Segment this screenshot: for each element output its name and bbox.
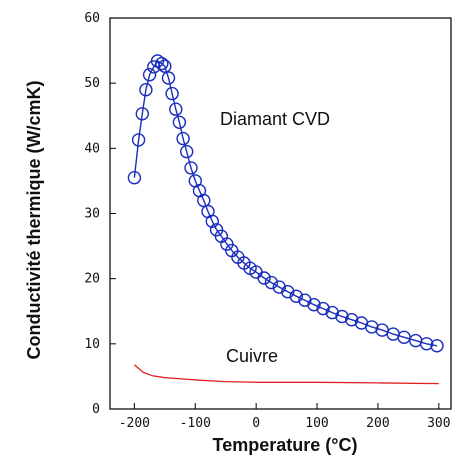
series-label-cuivre: Cuivre	[226, 346, 278, 366]
x-tick-label: 0	[252, 416, 260, 431]
data-point	[257, 271, 271, 285]
y-tick-label: 10	[84, 337, 100, 352]
y-axis-label: Conductivité thermique (W/cmK)	[24, 80, 44, 359]
y-tick-label: 60	[84, 11, 100, 26]
data-point	[176, 131, 190, 146]
y-tick-label: 0	[92, 402, 100, 417]
data-point	[307, 298, 321, 312]
data-point	[345, 313, 359, 327]
y-tick-label: 40	[84, 141, 100, 156]
data-point	[430, 339, 444, 353]
data-point	[165, 86, 179, 101]
data-point	[205, 214, 220, 229]
x-tick-label: -200	[119, 416, 150, 431]
data-point	[142, 67, 157, 82]
data-point	[316, 301, 330, 316]
x-tick-label: 100	[305, 416, 328, 431]
data-point	[335, 309, 349, 324]
y-tick-label: 50	[84, 76, 100, 91]
y-axis: 0 10 20 30 40 50 60	[84, 11, 116, 417]
x-axis-label: Temperature (°C)	[213, 435, 358, 455]
data-point	[161, 71, 176, 85]
data-point	[135, 107, 150, 121]
x-axis: -200 -100 0 100 200 300	[119, 403, 451, 431]
data-point	[127, 170, 142, 185]
data-point	[184, 161, 198, 175]
y-tick-label: 20	[84, 272, 100, 287]
data-point	[172, 115, 187, 130]
series-line	[133, 364, 439, 385]
series-layer	[127, 54, 444, 385]
x-tick-label: 200	[366, 416, 389, 431]
data-point	[179, 144, 194, 159]
y-tick-label: 30	[84, 207, 100, 222]
series-line	[133, 60, 438, 347]
data-point	[131, 133, 146, 147]
plot-frame	[109, 17, 452, 410]
data-point	[419, 337, 434, 351]
data-point	[158, 59, 172, 73]
x-tick-label: 300	[427, 416, 450, 431]
data-point	[281, 285, 295, 299]
data-point	[264, 275, 279, 290]
x-tick-label: -100	[180, 416, 211, 431]
data-point	[169, 102, 183, 116]
data-point	[289, 289, 303, 303]
series-label-diamant: Diamant CVD	[220, 109, 330, 129]
data-point	[139, 82, 153, 97]
data-point	[155, 56, 169, 71]
data-point	[272, 280, 286, 294]
